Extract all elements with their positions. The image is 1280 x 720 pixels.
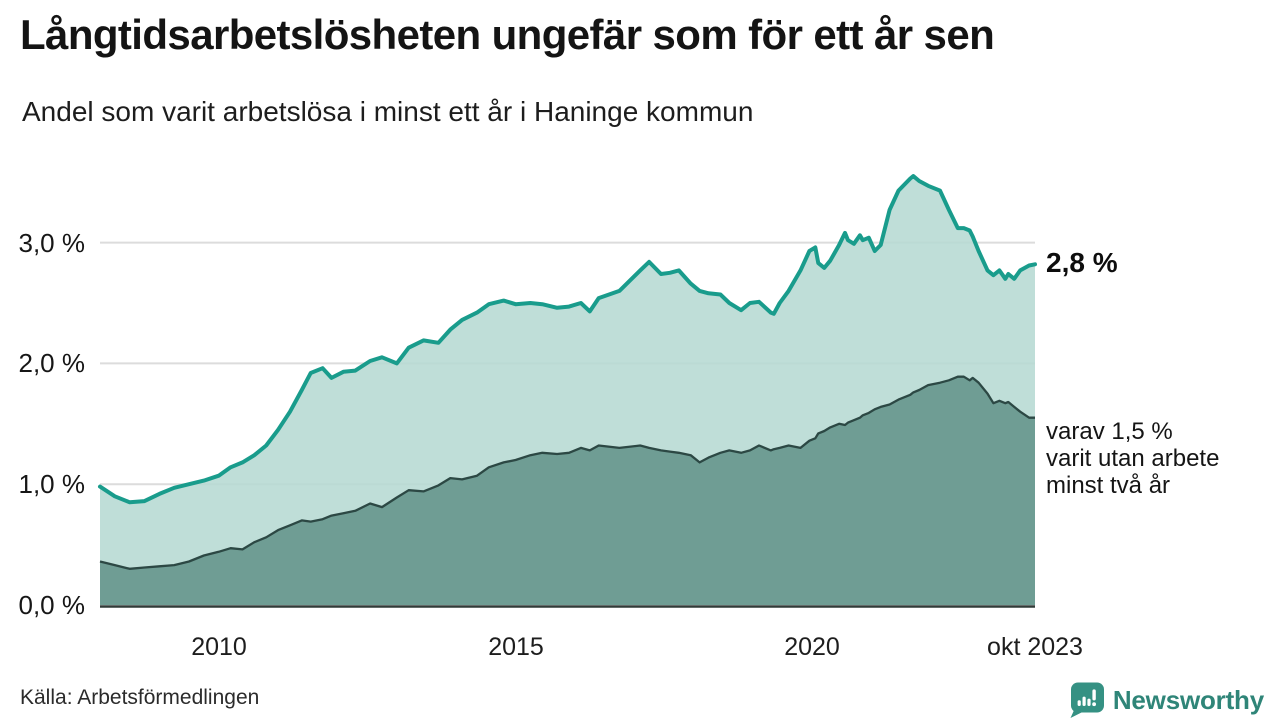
newsworthy-logo-icon: [1070, 682, 1104, 718]
logo-exclamation-dot: [1092, 702, 1096, 707]
x-tick-label: okt 2023: [987, 633, 1083, 661]
y-tick-label: 2,0 %: [18, 348, 86, 379]
y-tick-label: 3,0 %: [18, 227, 86, 258]
logo-bar-1: [1077, 700, 1081, 706]
page-subtitle: Andel som varit arbetslösa i minst ett å…: [22, 96, 754, 127]
line-total: [98, 174, 1037, 505]
logo-exclamation-stem: [1092, 689, 1096, 701]
logo-bubble-tail: [1070, 708, 1084, 718]
brand-wordmark: Newsworthy: [1112, 685, 1264, 715]
end-value-label-total: 2,8 %: [1046, 247, 1118, 278]
logo-bar-2: [1082, 696, 1086, 706]
end-value-label-two-years-line: varit utan arbete: [1046, 445, 1220, 472]
end-value-label-two-years-line: varav 1,5 %: [1046, 418, 1173, 445]
y-tick-label: 1,0 %: [18, 469, 86, 500]
line-two-years: [99, 375, 1035, 570]
end-value-label-two-years: varav 1,5 % varit utan arbete minst två …: [1046, 418, 1219, 499]
x-tick-label: 2015: [488, 633, 544, 661]
logo-bubble: [1070, 682, 1104, 713]
end-value-label-two-years-line: minst två år: [1046, 472, 1171, 499]
x-tick-label: 2010: [191, 633, 247, 661]
logo-bar-3: [1087, 698, 1091, 706]
x-tick-label: 2020: [784, 633, 840, 661]
page-title: Långtidsarbetslösheten ungefär som för e…: [20, 11, 995, 58]
newsworthy-brand: Newsworthy: [1068, 682, 1264, 719]
source-caption: Källa: Arbetsförmedlingen: [20, 686, 260, 709]
area-two-years: [100, 376, 1035, 605]
y-tick-label: 0,0 %: [18, 590, 86, 620]
